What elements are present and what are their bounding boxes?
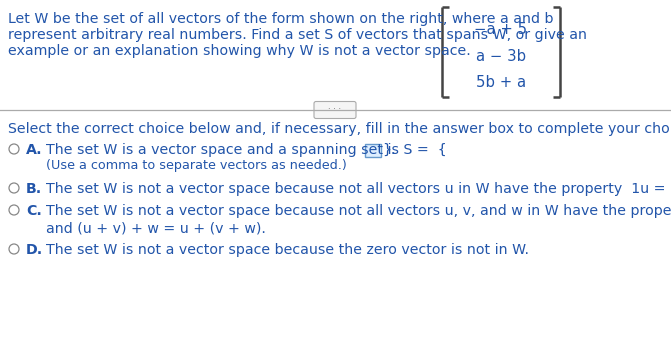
Text: · · ·: · · · xyxy=(328,106,342,115)
Text: Select the correct choice below and, if necessary, fill in the answer box to com: Select the correct choice below and, if … xyxy=(8,122,671,136)
Text: Let W be the set of all vectors of the form shown on the right, where a and b: Let W be the set of all vectors of the f… xyxy=(8,12,554,26)
Text: 5b + a: 5b + a xyxy=(476,75,526,90)
Text: D.: D. xyxy=(26,243,43,257)
Text: example or an explanation showing why W is not a vector space.: example or an explanation showing why W … xyxy=(8,44,471,58)
Text: (Use a comma to separate vectors as needed.): (Use a comma to separate vectors as need… xyxy=(46,159,347,172)
Text: The set W is not a vector space because not all vectors u in W have the property: The set W is not a vector space because … xyxy=(46,182,671,196)
FancyBboxPatch shape xyxy=(314,102,356,118)
Text: a − 3b: a − 3b xyxy=(476,49,526,64)
Text: The set W is not a vector space because not all vectors u, v, and w in W have th: The set W is not a vector space because … xyxy=(46,204,671,218)
Text: The set W is not a vector space because the zero vector is not in W.: The set W is not a vector space because … xyxy=(46,243,529,257)
Text: A.: A. xyxy=(26,143,43,157)
Text: }.: }. xyxy=(382,143,396,157)
FancyBboxPatch shape xyxy=(365,144,381,157)
Text: and (u + v) + w = u + (v + w).: and (u + v) + w = u + (v + w). xyxy=(46,222,266,236)
Text: B.: B. xyxy=(26,182,42,196)
Text: C.: C. xyxy=(26,204,42,218)
Text: The set W is a vector space and a spanning set is S =  {: The set W is a vector space and a spanni… xyxy=(46,143,447,157)
Text: −a + 5: −a + 5 xyxy=(474,22,527,37)
Text: represent arbitrary real numbers. Find a set S of vectors that spans W, or give : represent arbitrary real numbers. Find a… xyxy=(8,28,587,42)
